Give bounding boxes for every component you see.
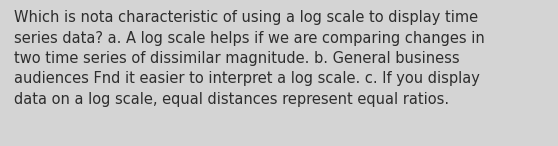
Text: Which is nota characteristic of using a log scale to display time
series data? a: Which is nota characteristic of using a … (14, 10, 485, 107)
